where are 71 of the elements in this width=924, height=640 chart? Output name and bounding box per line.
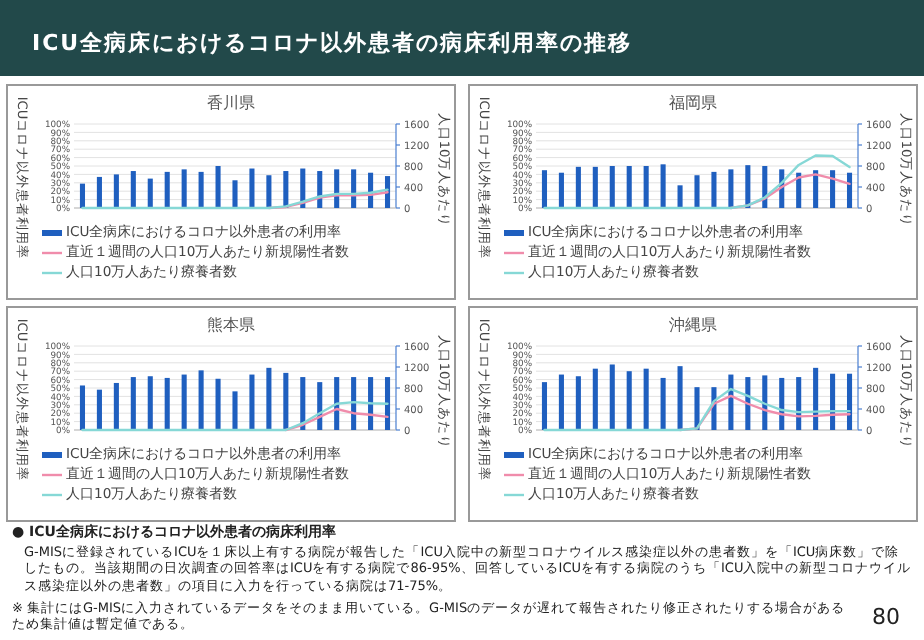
bar: [147, 178, 153, 208]
bar: [249, 168, 255, 208]
bar: [660, 164, 666, 208]
bar: [626, 371, 632, 430]
bar: [796, 172, 802, 208]
bar: [830, 373, 836, 430]
bar: [813, 170, 819, 208]
bar: [96, 176, 102, 208]
bar: [796, 377, 802, 430]
bar: [164, 377, 170, 430]
bar: [660, 377, 666, 430]
bar: [130, 377, 136, 430]
bar: [283, 171, 289, 208]
bar: [249, 374, 255, 430]
line-series: [543, 154, 851, 210]
bar: [694, 175, 700, 208]
bar: [266, 175, 272, 208]
bar: [643, 368, 649, 430]
chart-title: 沖縄県: [669, 316, 717, 334]
bar: [215, 166, 221, 208]
bar: [711, 171, 717, 208]
line-series: [284, 407, 389, 432]
bar: [113, 382, 119, 430]
line-series: [81, 400, 389, 432]
chart-title: 熊本県: [207, 316, 255, 334]
bar: [762, 375, 768, 430]
bar: [626, 166, 632, 208]
bar: [181, 374, 187, 430]
line-series: [81, 188, 389, 210]
bar: [232, 391, 238, 430]
bar: [147, 376, 153, 430]
bar: [643, 166, 649, 208]
bar: [558, 374, 564, 430]
bar: [694, 387, 700, 430]
bar: [300, 377, 306, 430]
bar: [181, 169, 187, 208]
bar: [198, 171, 204, 208]
bar: [575, 166, 581, 208]
bar: [592, 166, 598, 208]
bar: [96, 389, 102, 430]
bar: [232, 180, 238, 208]
bar: [215, 378, 221, 430]
bar: [728, 169, 734, 208]
chart-title: 福岡県: [669, 94, 717, 112]
bar: [266, 367, 272, 430]
bar: [541, 170, 548, 208]
bar: [677, 185, 683, 208]
bar: [677, 366, 683, 430]
bar: [830, 170, 836, 208]
text: ICU全病床におけるコロナ以外患者の病床利用率の推移: [32, 28, 633, 58]
bar: [79, 183, 86, 208]
bar: [541, 382, 548, 430]
bar: [846, 373, 853, 430]
bar: [113, 174, 119, 208]
bar: [283, 372, 289, 430]
bar: [79, 385, 86, 430]
bar: [846, 172, 853, 208]
bar: [368, 377, 374, 430]
bar: [198, 370, 204, 430]
line-series: [543, 387, 851, 432]
bar: [592, 368, 598, 430]
bar: [130, 171, 136, 208]
text: 80: [872, 604, 902, 633]
bar: [164, 171, 170, 208]
bar: [609, 166, 615, 208]
chart-title: 香川県: [207, 94, 255, 112]
bar: [384, 377, 391, 430]
bar: [745, 165, 751, 208]
bar: [558, 172, 564, 208]
bar: [609, 364, 615, 430]
bar: [575, 376, 581, 430]
